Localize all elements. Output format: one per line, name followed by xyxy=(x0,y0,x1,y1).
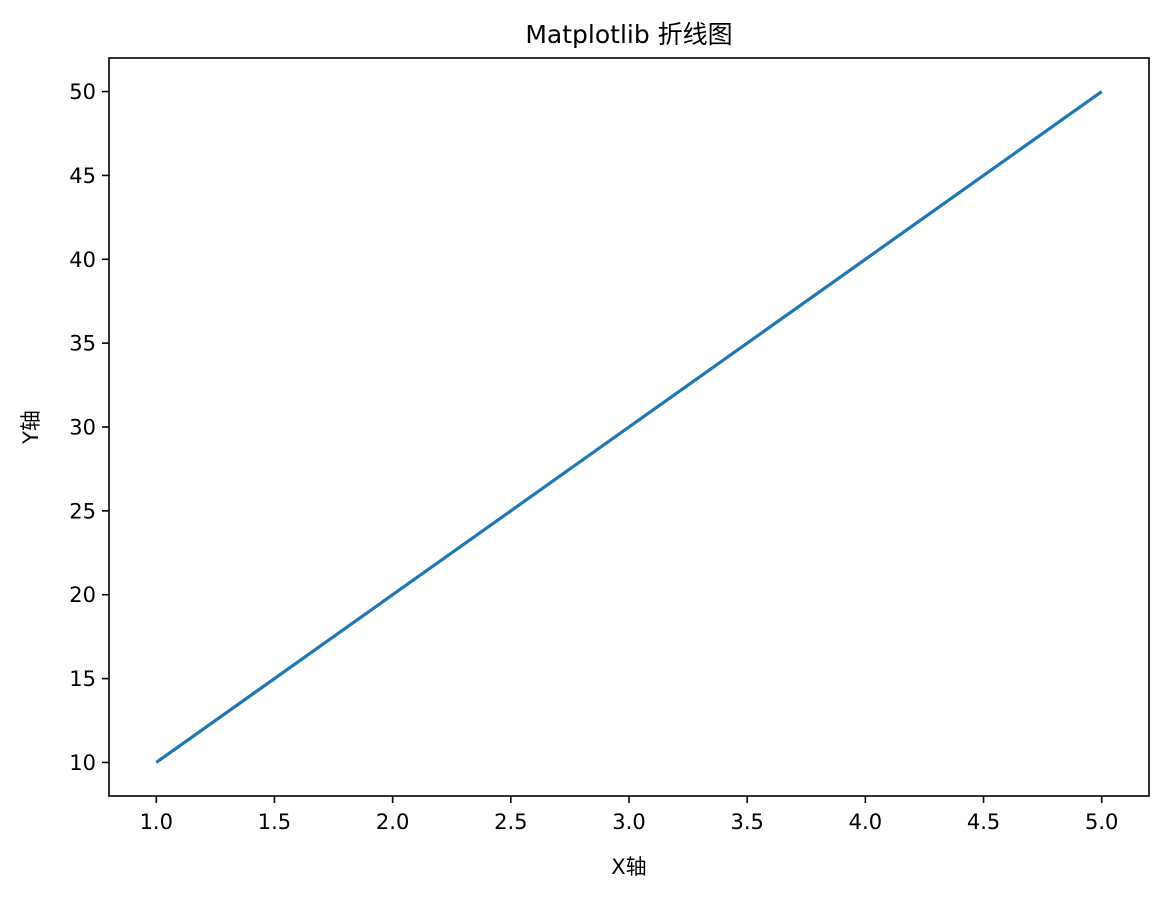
chart-title: Matplotlib 折线图 xyxy=(525,20,732,49)
x-tick-label: 2.0 xyxy=(376,810,409,834)
y-axis-title: Y轴 xyxy=(19,410,43,445)
x-tick-label: 3.0 xyxy=(612,810,645,834)
y-axis: 10 15 20 25 30 35 40 45 50 xyxy=(69,80,109,775)
x-tick-label: 4.5 xyxy=(967,810,1000,834)
y-tick-label: 35 xyxy=(69,332,96,356)
x-tick-label: 2.5 xyxy=(494,810,527,834)
x-tick-label: 4.0 xyxy=(849,810,882,834)
plot-area xyxy=(155,90,1103,764)
y-tick-label: 20 xyxy=(69,583,96,607)
plot-frame xyxy=(108,57,1150,797)
y-tick-label: 15 xyxy=(69,667,96,691)
y-tick-label: 40 xyxy=(69,248,96,272)
y-tick-label: 25 xyxy=(69,499,96,523)
y-tick-label: 50 xyxy=(69,80,96,104)
y-tick-label: 10 xyxy=(69,751,96,775)
y-tick-label: 45 xyxy=(69,164,96,188)
x-tick-label: 5.0 xyxy=(1085,810,1118,834)
x-axis: 1.0 1.5 2.0 2.5 3.0 3.5 4.0 4.5 5.0 xyxy=(140,796,1118,834)
x-tick-label: 1.0 xyxy=(140,810,173,834)
x-axis-title: X轴 xyxy=(611,855,646,879)
x-tick-label: 1.5 xyxy=(258,810,291,834)
x-tick-label: 3.5 xyxy=(730,810,763,834)
y-tick-label: 30 xyxy=(69,416,96,440)
series-line-1 xyxy=(155,90,1103,764)
